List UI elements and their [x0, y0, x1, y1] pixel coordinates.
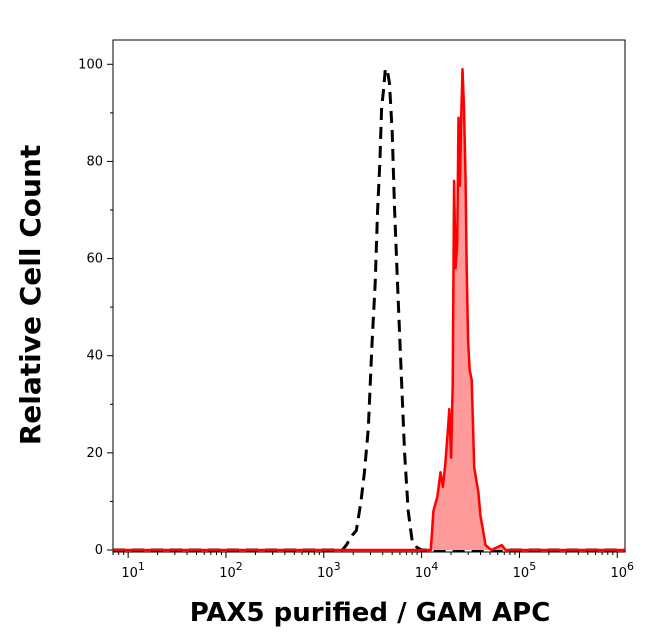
y-axis: 0 20 40 60 80 100	[78, 57, 113, 558]
y-tick-label: 40	[86, 349, 103, 364]
y-tick-label: 60	[86, 252, 103, 267]
x-axis: 101 102 103 104 105 106	[112, 552, 634, 581]
y-tick-label: 100	[78, 57, 103, 72]
x-tick-label: 103	[317, 560, 341, 581]
series-2-area	[113, 69, 625, 550]
y-tick-label: 80	[86, 154, 103, 169]
x-tick-label: 105	[513, 560, 537, 581]
y-tick-label: 0	[95, 543, 103, 558]
y-tick-label: 20	[86, 446, 103, 461]
x-tick-label: 102	[219, 560, 243, 581]
x-tick-label: 106	[610, 560, 634, 581]
series-layer	[113, 67, 625, 552]
series-2-line	[113, 67, 625, 552]
y-axis-label: Relative Cell Count	[14, 145, 47, 446]
series-1-line	[113, 67, 625, 552]
plot-frame	[112, 39, 626, 553]
x-tick-label: 104	[415, 560, 439, 581]
x-tick-label: 101	[121, 560, 145, 581]
x-axis-label: PAX5 purified / GAM APC	[190, 598, 551, 628]
